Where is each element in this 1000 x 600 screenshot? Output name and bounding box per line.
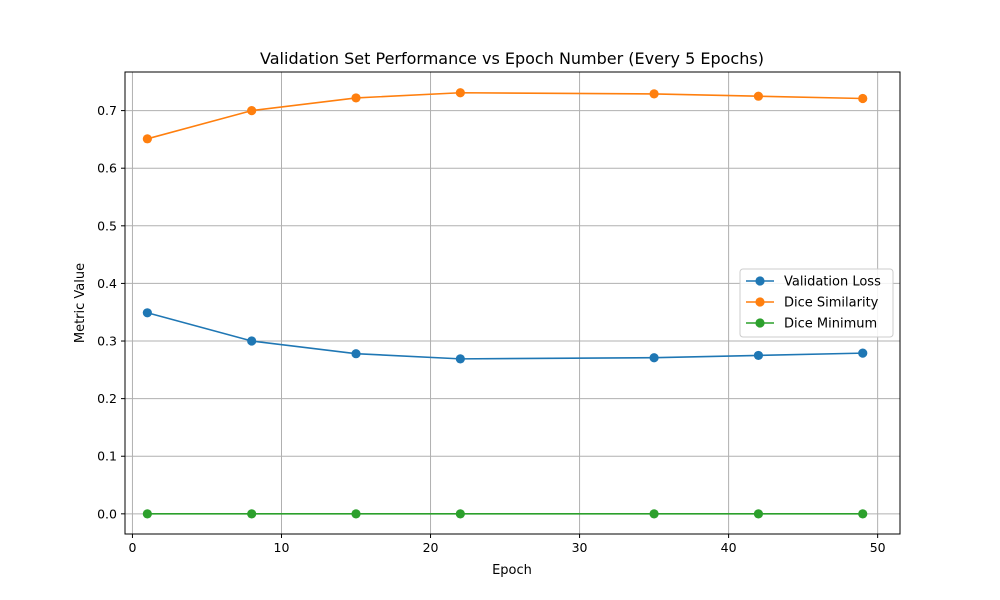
y-tick-label: 0.1 — [97, 449, 117, 464]
data-point-dice-similarity — [858, 93, 868, 104]
data-point-dice-minimum — [753, 509, 764, 519]
legend-item: Validation Loss — [746, 275, 881, 290]
y-tick-label: 0.2 — [97, 391, 117, 406]
data-point-dice-minimum — [858, 509, 868, 519]
data-point-validation-loss — [142, 308, 152, 318]
x-tick-label: 0 — [128, 540, 136, 555]
plot-frame — [124, 71, 901, 535]
legend-box — [739, 268, 894, 338]
legend-label: Validation Loss — [784, 275, 881, 290]
y-tick-label: 0.0 — [97, 506, 117, 521]
x-tick-label: 50 — [870, 540, 886, 555]
legend-item: Dice Similarity — [746, 296, 879, 311]
data-point-dice-similarity — [142, 134, 152, 144]
series-dice-similarity — [142, 88, 868, 144]
data-point-dice-similarity — [455, 88, 465, 98]
data-point-dice-minimum — [247, 509, 257, 519]
data-point-validation-loss — [649, 353, 659, 363]
legend-label: Dice Similarity — [784, 296, 879, 311]
data-point-dice-minimum — [455, 509, 465, 519]
y-tick-label: 0.3 — [97, 334, 117, 349]
x-tick-label: 10 — [274, 540, 290, 555]
x-tick-label: 20 — [423, 540, 439, 555]
legend-label: Dice Minimum — [784, 317, 877, 332]
legend: Validation Loss Dice Similarity Dice Minim… — [739, 268, 894, 338]
x-tick-label: 30 — [572, 540, 588, 555]
y-tick-label: 0.7 — [97, 103, 117, 118]
y-tick-label: 0.5 — [97, 218, 117, 233]
series-validation-loss — [142, 308, 868, 364]
y-tick-label: 0.6 — [97, 161, 117, 176]
axis-ticks: 0 10 20 30 40 50 0.0 0.1 0.2 0.3 0.4 0.5 0.6 0.7 — [97, 103, 886, 555]
legend-marker — [755, 297, 765, 307]
data-point-dice-similarity — [649, 89, 659, 99]
data-point-dice-similarity — [351, 93, 361, 103]
chart-title: Validation Set Performance vs Epoch Numb… — [260, 49, 764, 68]
y-tick-label: 0.4 — [97, 276, 117, 291]
data-point-validation-loss — [351, 349, 361, 359]
data-point-dice-similarity — [753, 91, 764, 101]
x-tick-label: 40 — [721, 540, 737, 555]
series-dice-minimum — [142, 509, 868, 519]
series-group — [142, 88, 868, 519]
data-point-dice-similarity — [247, 105, 257, 116]
data-point-validation-loss — [247, 336, 257, 346]
legend-marker — [755, 318, 765, 328]
data-point-dice-minimum — [351, 509, 361, 519]
data-point-validation-loss — [455, 354, 465, 364]
legend-item: Dice Minimum — [746, 317, 877, 332]
data-point-validation-loss — [753, 350, 764, 361]
y-axis-label: Metric Value — [73, 263, 88, 343]
data-point-validation-loss — [858, 348, 868, 358]
legend-marker — [755, 276, 765, 286]
data-point-dice-minimum — [649, 509, 659, 519]
data-point-dice-minimum — [142, 509, 152, 519]
x-axis-label: Epoch — [492, 563, 532, 578]
